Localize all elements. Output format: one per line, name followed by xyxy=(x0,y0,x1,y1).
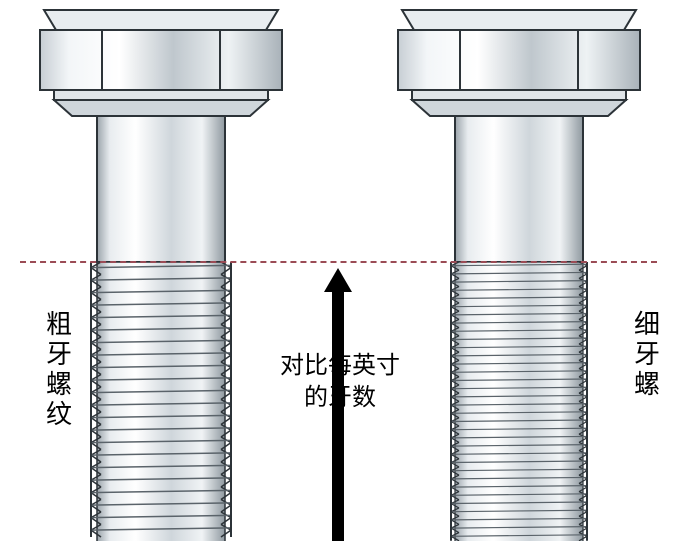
label-fine: 细牙螺 xyxy=(628,310,661,400)
bolt-threads-fine xyxy=(451,262,587,541)
label-compare: 对比每英寸的牙数 xyxy=(260,350,420,415)
label-coarse: 粗牙螺纹 xyxy=(40,310,73,430)
bolt-fine xyxy=(368,0,668,541)
bolt-head xyxy=(40,10,282,116)
bolt-threads-coarse xyxy=(91,262,231,541)
bolt-shank xyxy=(97,116,225,262)
bolt-shank xyxy=(455,116,583,262)
bolt-coarse xyxy=(10,0,310,541)
reference-line xyxy=(20,261,657,263)
bolt-head xyxy=(398,10,640,116)
